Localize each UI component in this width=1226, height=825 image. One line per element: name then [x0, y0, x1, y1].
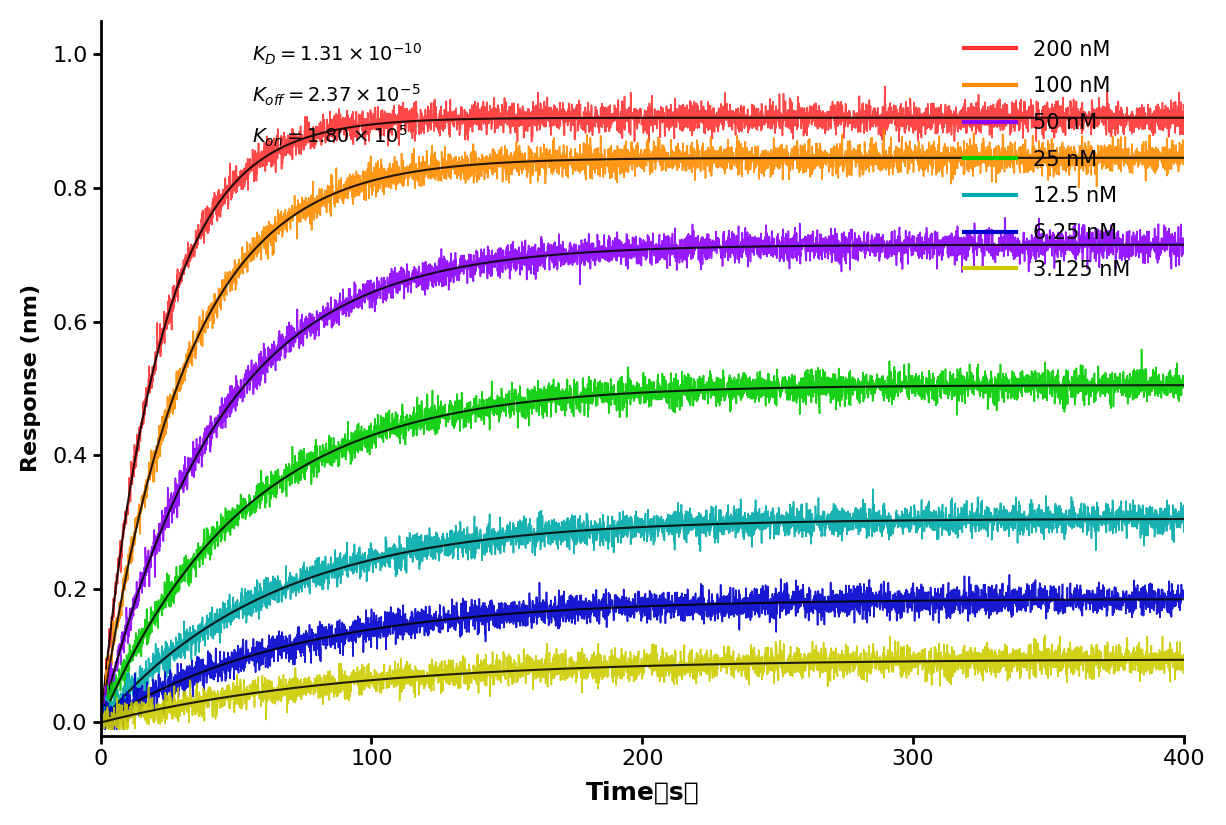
Text: $K_{D}=1.31\times10^{-10}$
$K_{off}=2.37\times10^{-5}$
$K_{on}=1.80\times10^{5}$: $K_{D}=1.31\times10^{-10}$ $K_{off}=2.37… [253, 42, 422, 149]
Y-axis label: Response (nm): Response (nm) [21, 285, 40, 473]
X-axis label: Time（s）: Time（s） [586, 780, 699, 804]
Legend: 200 nM, 100 nM, 50 nM, 25 nM, 12.5 nM, 6.25 nM, 3.125 nM: 200 nM, 100 nM, 50 nM, 25 nM, 12.5 nM, 6… [956, 31, 1139, 288]
